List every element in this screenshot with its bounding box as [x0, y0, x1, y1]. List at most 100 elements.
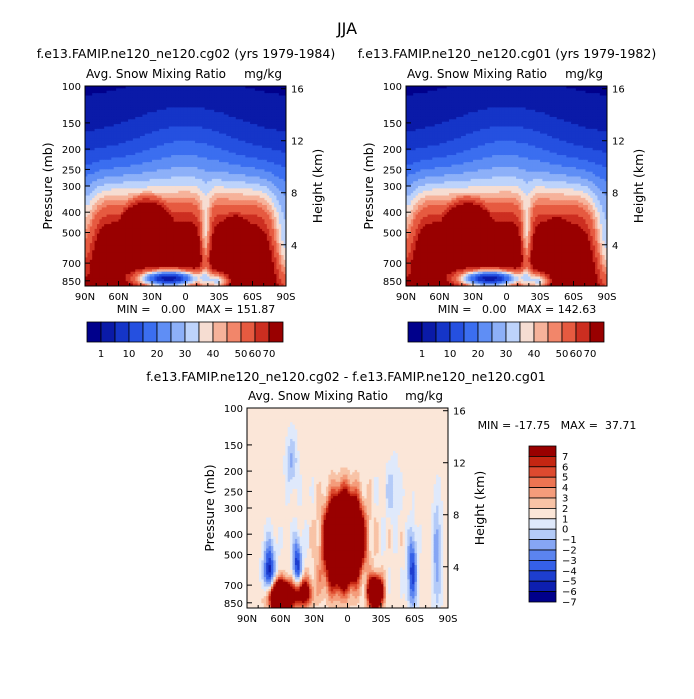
- field-cell: [111, 221, 115, 225]
- field-cell: [216, 138, 220, 142]
- field-cell: [96, 216, 100, 220]
- field-cell: [250, 140, 254, 144]
- field-cell: [168, 178, 172, 182]
- field-cell: [252, 183, 256, 187]
- field-cell: [281, 112, 285, 116]
- field-cell: [87, 174, 91, 178]
- field-cell: [171, 97, 175, 101]
- field-cell: [152, 124, 155, 128]
- field-cell: [94, 145, 98, 149]
- field-cell: [223, 97, 227, 101]
- field-cell: [137, 183, 141, 187]
- field-cell: [111, 88, 115, 92]
- field-cell: [228, 88, 232, 92]
- field-cell: [140, 162, 144, 166]
- field-cell: [204, 171, 208, 175]
- field-cell: [137, 100, 141, 104]
- field-cell: [192, 195, 196, 199]
- field-cell: [144, 131, 148, 135]
- field-cell: [137, 97, 141, 101]
- field-cell: [128, 140, 132, 144]
- field-cell: [159, 86, 163, 89]
- field-cell: [240, 219, 244, 223]
- field-cell: [219, 116, 222, 120]
- field-cell: [221, 136, 225, 139]
- field-cell: [240, 169, 244, 173]
- field-cell: [245, 186, 249, 189]
- field-cell: [99, 164, 103, 168]
- field-cell: [161, 86, 165, 89]
- field-cell: [242, 114, 246, 118]
- field-cell: [147, 114, 151, 118]
- field-cell: [85, 145, 88, 149]
- field-cell: [202, 159, 206, 163]
- field-cell: [123, 159, 127, 163]
- field-cell: [178, 221, 182, 225]
- field-cell: [135, 200, 139, 204]
- field-cell: [209, 224, 213, 228]
- field-cell: [262, 200, 266, 204]
- field-cell: [87, 128, 91, 132]
- field-cell: [235, 200, 239, 204]
- field-cell: [113, 205, 117, 209]
- field-cell: [168, 159, 172, 163]
- field-cell: [180, 186, 184, 189]
- field-cell: [245, 176, 249, 180]
- field-cell: [108, 186, 112, 189]
- field-cell: [262, 86, 266, 89]
- field-cell: [147, 212, 151, 216]
- field-cell: [216, 166, 220, 170]
- field-cell: [111, 166, 115, 170]
- field-cell: [264, 97, 268, 101]
- field-cell: [96, 171, 100, 175]
- field-cell: [219, 152, 222, 156]
- field-cell: [274, 188, 278, 192]
- field-cell: [278, 202, 282, 206]
- field-cell: [161, 174, 165, 178]
- field-cell: [283, 150, 286, 154]
- field-cell: [226, 102, 230, 106]
- field-cell: [106, 221, 110, 225]
- field-cell: [223, 169, 227, 173]
- field-cell: [163, 116, 167, 120]
- field-cell: [202, 90, 206, 94]
- field-cell: [195, 86, 199, 89]
- field-cell: [178, 164, 182, 168]
- field-cell: [108, 131, 112, 135]
- field-cell: [264, 159, 268, 163]
- field-cell: [142, 95, 146, 99]
- field-cell: [101, 166, 105, 170]
- field-cell: [180, 102, 184, 106]
- field-cell: [178, 143, 182, 147]
- field-cell: [214, 143, 218, 147]
- field-cell: [238, 157, 242, 161]
- field-cell: [101, 114, 105, 118]
- field-cell: [92, 138, 96, 142]
- field-cell: [262, 136, 266, 139]
- field-cell: [238, 178, 242, 182]
- field-cell: [271, 88, 275, 92]
- field-cell: [178, 88, 182, 92]
- field-cell: [149, 116, 153, 120]
- field-cell: [161, 95, 165, 99]
- field-cell: [108, 95, 112, 99]
- field-cell: [228, 93, 232, 97]
- field-cell: [245, 138, 249, 142]
- field-cell: [199, 195, 203, 199]
- field-cell: [156, 133, 160, 137]
- field-cell: [195, 88, 199, 92]
- field-cell: [207, 166, 211, 170]
- field-cell: [149, 124, 153, 128]
- field-cell: [156, 164, 160, 168]
- field-cell: [254, 86, 258, 89]
- field-cell: [233, 212, 237, 216]
- field-cell: [250, 155, 254, 159]
- field-cell: [147, 169, 151, 173]
- field-cell: [271, 221, 275, 225]
- field-cell: [221, 186, 225, 189]
- field-cell: [187, 114, 191, 118]
- field-cell: [195, 176, 199, 180]
- field-cell: [274, 105, 278, 109]
- field-cell: [271, 219, 275, 223]
- field-cell: [214, 131, 218, 135]
